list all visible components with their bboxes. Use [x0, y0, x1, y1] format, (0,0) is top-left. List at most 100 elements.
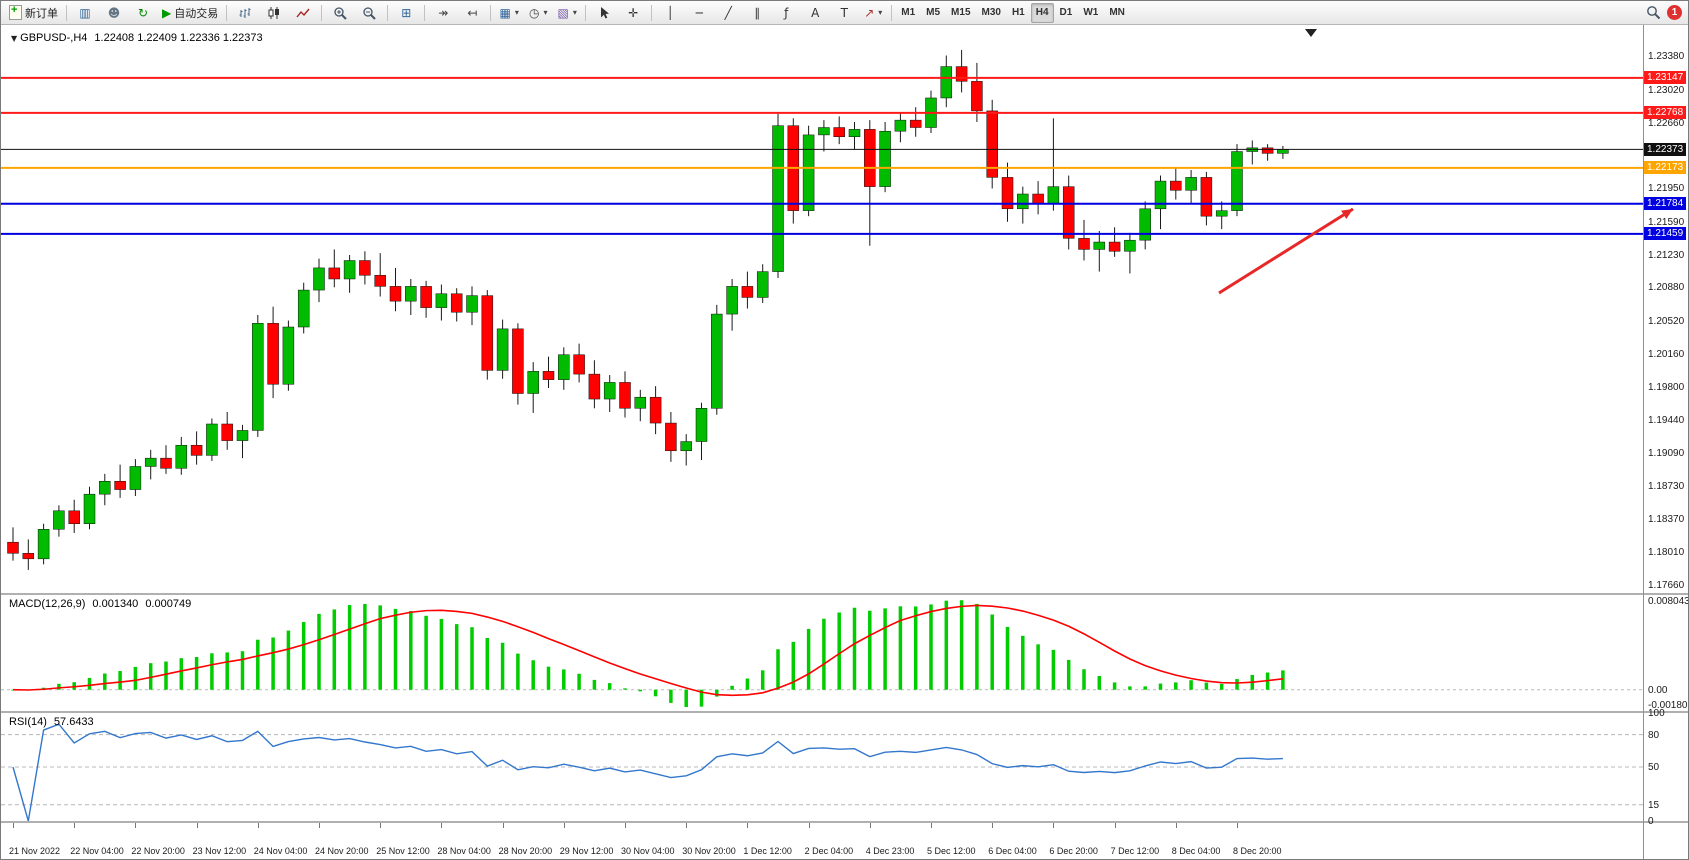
panel-divider-time[interactable] [1, 821, 1688, 823]
autotrade-button-label: 自动交易 [174, 7, 219, 20]
panel-divider-macd[interactable] [1, 593, 1688, 595]
hline-button[interactable]: ─ [685, 2, 713, 24]
time-axis-tick [441, 823, 443, 828]
template-button[interactable]: ▧ ▾ [553, 2, 581, 24]
chart-window[interactable]: ▼ GBPUSD-,H4 1.22408 1.22409 1.22336 1.223… [1, 25, 1688, 859]
time-axis-label: 22 Nov 04:00 [70, 846, 124, 856]
vline-button[interactable]: │ [656, 2, 684, 24]
timeframe-w1-button[interactable]: W1 [1083, 7, 1099, 18]
new-order-icon [9, 4, 22, 20]
arrows-button[interactable]: ↗ ▾ [859, 2, 887, 24]
price-tag-1.23147[interactable]: 1.23147 [1644, 71, 1687, 85]
timeframe-m1-button[interactable]: M1 [901, 7, 916, 18]
auto-scroll-icon: ↠ [438, 5, 449, 20]
arrow-icon: ↗ [864, 5, 875, 20]
timeframe-mn-button[interactable]: MN [1109, 7, 1125, 18]
line-chart-button[interactable] [289, 2, 317, 24]
candle-chart-button[interactable] [260, 2, 288, 24]
time-axis-label: 30 Nov 04:00 [621, 846, 675, 856]
auto-scroll-button[interactable]: ↠ [429, 2, 457, 24]
refresh-icon: ↻ [137, 5, 149, 20]
time-axis-tick [196, 823, 198, 828]
hline-icon: ─ [695, 5, 703, 20]
price-tag-1.21784[interactable]: 1.21784 [1644, 197, 1687, 211]
time-axis-label: 28 Nov 04:00 [437, 846, 491, 856]
zoom-out-button[interactable] [355, 2, 383, 24]
chart-ohlc-readout: ▼ GBPUSD-,H4 1.22408 1.22409 1.22336 1.223… [11, 32, 263, 44]
time-axis-tick [257, 823, 259, 828]
rsi-panel-canvas[interactable] [1, 713, 1643, 821]
chevron-down-icon: ▾ [572, 8, 577, 17]
price-axis-label: 1.19090 [1648, 447, 1685, 459]
rsi-axis-label: 50 [1648, 762, 1660, 773]
notification-badge[interactable]: 1 [1667, 5, 1682, 20]
macd-signal-line [12, 604, 1283, 697]
new-chart-button[interactable]: ▦ ▾ [495, 2, 523, 24]
period-button[interactable]: ◷ ▾ [524, 2, 552, 24]
text-icon: A [811, 5, 820, 20]
chart-shift-button[interactable]: ↤ [458, 2, 486, 24]
profile-button[interactable]: ☻ [100, 2, 128, 24]
chart-window-icon: ▥ [79, 5, 91, 20]
tile-windows-icon: ⊞ [401, 5, 412, 20]
text-button[interactable]: A [801, 2, 829, 24]
timeframe-h4-button[interactable]: H4 [1030, 2, 1054, 23]
search-icon[interactable] [1646, 5, 1661, 20]
price-axis-label: 1.20160 [1648, 348, 1685, 360]
time-axis-tick [1237, 823, 1238, 828]
price-axis-label: 1.18730 [1648, 480, 1685, 492]
autotrade-button[interactable]: ▶ 自动交易 [158, 2, 222, 24]
time-axis-tick [319, 823, 320, 828]
rsi-value: 57.6433 [53, 716, 94, 728]
time-axis-tick [502, 823, 504, 828]
time-axis-label: 22 Nov 20:00 [131, 846, 185, 856]
macd-panel-canvas[interactable] [1, 595, 1643, 711]
label-icon: T [840, 5, 848, 20]
price-tag-1.22768[interactable]: 1.22768 [1644, 106, 1687, 120]
rsi-axis-label: 80 [1648, 729, 1660, 741]
timeframe-m5-button[interactable]: M5 [926, 7, 941, 18]
chart-shift-marker[interactable] [1305, 29, 1317, 37]
main-chart-canvas[interactable] [1, 25, 1643, 593]
price-axis-label: 1.23020 [1648, 84, 1685, 96]
bar-chart-button[interactable] [231, 2, 259, 24]
time-axis-label: 6 Dec 20:00 [1049, 846, 1098, 856]
time-axis-label: 23 Nov 12:00 [192, 846, 247, 856]
label-button[interactable]: T [830, 2, 858, 24]
trendline-button[interactable]: ╱ [714, 2, 742, 24]
price-tag-1.22173[interactable]: 1.22173 [1644, 161, 1687, 175]
chart-collapse-icon[interactable]: ▼ [11, 34, 18, 43]
price-axis-label: 1.19440 [1648, 415, 1685, 427]
timeframe-m15-button[interactable]: M15 [951, 7, 971, 18]
fibo-button[interactable]: ƒ [772, 2, 800, 24]
timeframe-m30-button[interactable]: M30 [981, 7, 1001, 18]
cursor-button[interactable] [590, 2, 618, 24]
price-axis-separator [1643, 25, 1644, 859]
time-axis-tick [563, 823, 565, 828]
macd-axis-label: 0.00 [1648, 684, 1668, 696]
time-axis-tick [1114, 823, 1116, 828]
zoom-in-button[interactable] [326, 2, 354, 24]
time-axis-label: 29 Nov 12:00 [559, 846, 614, 856]
connect-button[interactable]: ↻ [129, 2, 157, 24]
channel-button[interactable]: ∥ [743, 2, 771, 24]
trend-arrow[interactable] [1218, 207, 1354, 295]
toolbar-separator [651, 4, 653, 21]
tile-windows-button[interactable]: ⊞ [392, 2, 420, 24]
toolbar-separator [490, 4, 492, 21]
charts-window-button[interactable]: ▥ [71, 2, 99, 24]
time-axis-label: 30 Nov 20:00 [682, 846, 736, 856]
crosshair-icon: ✛ [628, 5, 639, 20]
price-tag-1.22373[interactable]: 1.22373 [1644, 142, 1687, 156]
time-axis-label: 4 Dec 23:00 [865, 846, 915, 856]
chart-symbol-label: GBPUSD-,H4 [20, 32, 88, 44]
time-axis-label: 24 Nov 20:00 [315, 846, 369, 856]
cursor-icon [597, 6, 611, 20]
price-tag-1.21459[interactable]: 1.21459 [1644, 227, 1687, 241]
crosshair-button[interactable]: ✛ [619, 2, 647, 24]
timeframe-d1-button[interactable]: D1 [1059, 7, 1073, 18]
panel-divider-rsi[interactable] [1, 711, 1688, 713]
new-order-button[interactable]: 新订单 [5, 2, 62, 24]
timeframe-h1-button[interactable]: H1 [1011, 7, 1025, 18]
